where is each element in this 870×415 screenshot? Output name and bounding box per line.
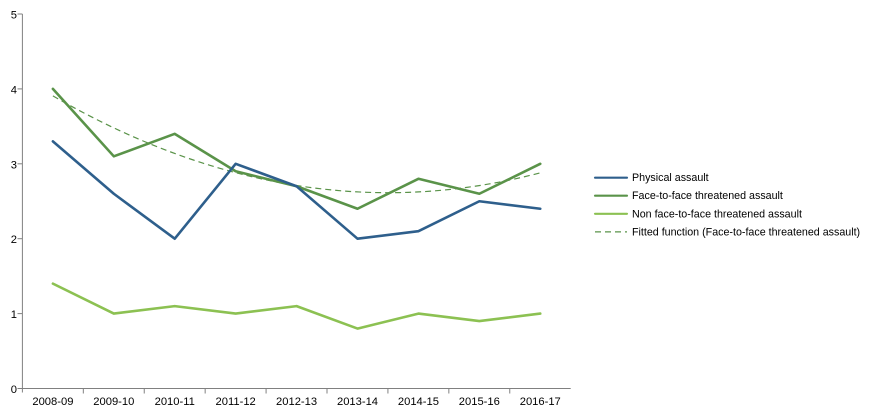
svg-text:5: 5 xyxy=(11,10,17,22)
svg-text:Non face-to-face threatened as: Non face-to-face threatened assault xyxy=(632,208,802,220)
svg-text:3: 3 xyxy=(11,159,17,171)
svg-text:2009-10: 2009-10 xyxy=(93,396,134,408)
svg-text:2011-12: 2011-12 xyxy=(216,396,256,408)
svg-text:Face-to-face threatened assaul: Face-to-face threatened assault xyxy=(632,190,783,202)
svg-text:1: 1 xyxy=(11,309,17,321)
svg-text:4: 4 xyxy=(11,84,17,96)
svg-text:0: 0 xyxy=(11,384,17,396)
svg-text:2: 2 xyxy=(11,234,17,246)
svg-text:2014-15: 2014-15 xyxy=(398,396,439,408)
svg-text:Physical assault: Physical assault xyxy=(632,172,709,184)
svg-text:2012-13: 2012-13 xyxy=(276,396,317,408)
svg-text:2010-11: 2010-11 xyxy=(155,396,195,408)
svg-text:2015-16: 2015-16 xyxy=(459,396,500,408)
svg-text:2008-09: 2008-09 xyxy=(32,396,73,408)
svg-text:2016-17: 2016-17 xyxy=(520,396,561,408)
svg-text:2013-14: 2013-14 xyxy=(337,396,378,408)
svg-text:Fitted function (Face-to-face: Fitted function (Face-to-face threatened… xyxy=(632,226,860,238)
